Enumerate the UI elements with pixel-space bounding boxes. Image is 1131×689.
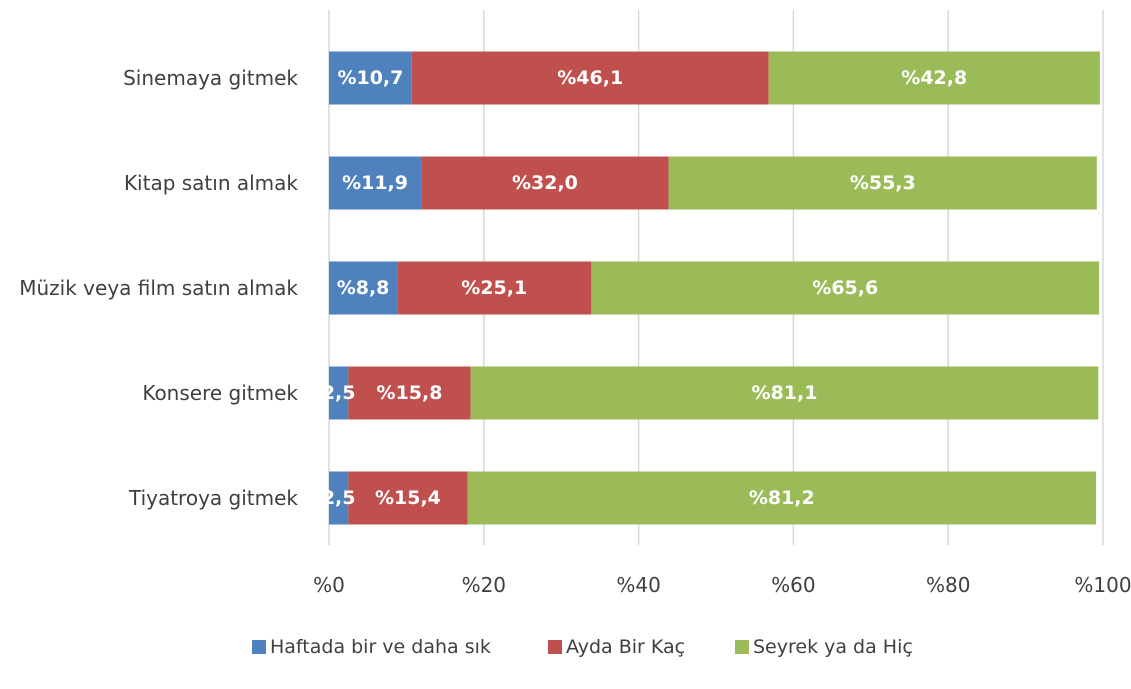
- bar-segment: [348, 366, 471, 420]
- data-label: %10,7: [337, 67, 403, 89]
- bar-segment: [421, 156, 669, 210]
- bar-segment: [348, 471, 468, 525]
- bar-segment: [397, 261, 592, 315]
- data-label: %8,8: [337, 277, 390, 299]
- legend-label: Seyrek ya da Hiç: [753, 636, 913, 658]
- category-label: Kitap satın almak: [124, 171, 298, 195]
- bar-segment: [329, 261, 398, 315]
- x-tick-label: %60: [771, 573, 815, 597]
- bar-segment: [329, 51, 412, 105]
- bar-segment: [329, 471, 349, 525]
- bar-segment: [768, 51, 1100, 105]
- bars: [329, 51, 1100, 525]
- data-label: %15,8: [377, 382, 443, 404]
- data-label: %81,2: [749, 487, 815, 509]
- bar-segment: [411, 51, 769, 105]
- data-label: %32,0: [512, 172, 578, 194]
- category-label: Tiyatroya gitmek: [128, 486, 298, 510]
- x-tick-label: %80: [926, 573, 970, 597]
- x-axis-tick-labels: %0 %20 %40 %60 %80 %100: [313, 573, 1131, 597]
- bar-segment: [591, 261, 1100, 315]
- legend-label: Haftada bir ve daha sık: [270, 636, 491, 658]
- category-labels: Sinemaya gitmek Kitap satın almak Müzik ve…: [19, 66, 298, 510]
- data-label: %42,8: [901, 67, 967, 89]
- data-label: %15,4: [375, 487, 441, 509]
- bar-segment: [668, 156, 1097, 210]
- legend-swatch: [252, 640, 266, 654]
- x-tick-label: %100: [1074, 573, 1131, 597]
- legend-swatch: [548, 640, 562, 654]
- bar-segment: [470, 366, 1099, 420]
- data-label: %25,1: [461, 277, 527, 299]
- data-label: %11,9: [342, 172, 408, 194]
- data-label: %55,3: [850, 172, 916, 194]
- data-label: %65,6: [812, 277, 878, 299]
- bar-segment: [329, 366, 349, 420]
- bar-segment: [329, 156, 422, 210]
- category-label: Sinemaya gitmek: [123, 66, 298, 90]
- data-label: 2,5: [322, 382, 356, 404]
- data-label: %46,1: [557, 67, 623, 89]
- data-label: %81,1: [752, 382, 818, 404]
- x-tick-label: %0: [313, 573, 345, 597]
- category-label: Müzik veya film satın almak: [19, 276, 298, 300]
- data-label: 2,5: [322, 487, 356, 509]
- legend-swatch: [735, 640, 749, 654]
- category-label: Konsere gitmek: [142, 381, 298, 405]
- bar-segment: [467, 471, 1097, 525]
- x-tick-label: %40: [616, 573, 660, 597]
- legend: Haftada bir ve daha sık Ayda Bir Kaç Seyre…: [252, 636, 913, 658]
- x-tick-label: %20: [462, 573, 506, 597]
- legend-label: Ayda Bir Kaç: [566, 636, 685, 658]
- data-labels: %10,7 %46,1 %42,8 %11,9 %32,0 %55,3 %8,8 %25,1%…: [322, 67, 967, 509]
